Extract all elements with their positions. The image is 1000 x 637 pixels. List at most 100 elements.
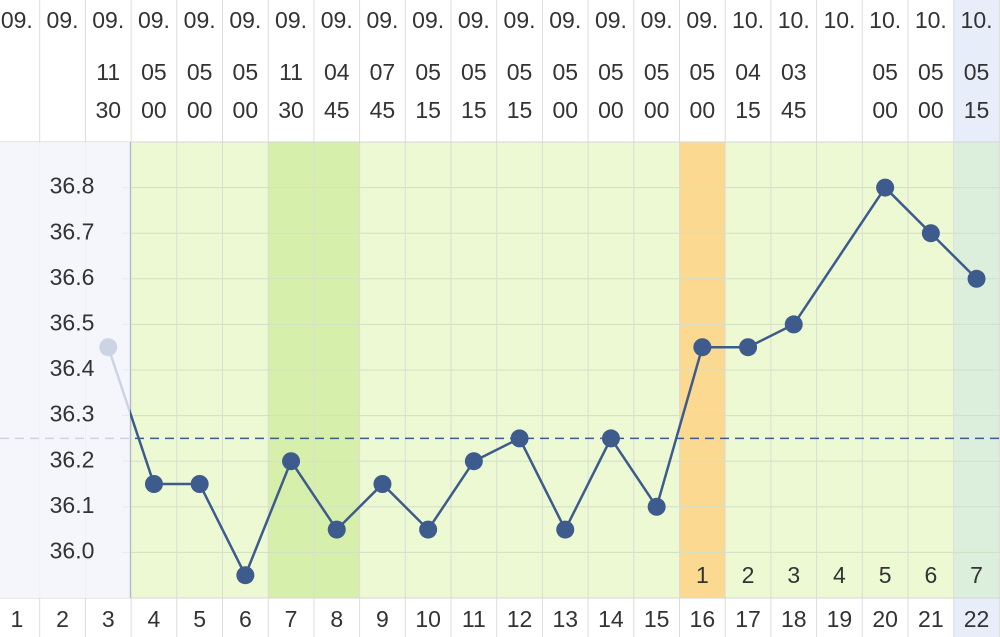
date-month: 09. (1, 7, 33, 33)
time-minute: 15 (461, 97, 487, 123)
date-month: 09. (595, 7, 627, 33)
y-tick-label: 36.1 (50, 492, 95, 518)
time-minute: 15 (735, 97, 761, 123)
cycle-day: 15 (644, 606, 670, 632)
cycle-day: 1 (10, 606, 23, 632)
time-minute: 00 (598, 97, 624, 123)
time-minute: 45 (324, 97, 350, 123)
time-hour: 05 (552, 59, 578, 85)
cycle-day: 8 (330, 606, 343, 632)
phase-day-label: 1 (696, 562, 709, 588)
time-minute: 15 (415, 97, 441, 123)
phase-day-label: 7 (970, 562, 983, 588)
temperature-point (190, 475, 209, 493)
phase-day-label: 5 (879, 562, 892, 588)
time-minute: 00 (187, 97, 213, 123)
date-month: 09. (366, 7, 398, 33)
phase-day-label: 6 (924, 562, 937, 588)
cycle-day: 6 (239, 606, 252, 632)
date-month: 10. (823, 7, 855, 33)
date-month: 09. (458, 7, 490, 33)
temperature-point (784, 315, 803, 334)
cycle-day: 4 (148, 606, 161, 632)
inactive-overlay (0, 142, 130, 598)
date-month: 09. (641, 7, 673, 33)
temperature-point (327, 520, 346, 539)
temperature-point (373, 475, 392, 493)
time-hour: 07 (370, 59, 396, 85)
date-month: 09. (92, 7, 124, 33)
time-hour: 05 (644, 59, 670, 85)
cycle-day: 22 (964, 606, 990, 632)
time-hour: 11 (279, 59, 303, 85)
cycle-day: 19 (827, 606, 853, 632)
time-hour: 05 (872, 59, 898, 85)
time-minute: 00 (141, 97, 167, 123)
time-hour: 03 (781, 59, 807, 85)
temperature-point (144, 475, 163, 493)
time-hour: 05 (918, 59, 944, 85)
temperature-point (601, 429, 620, 448)
time-hour: 05 (690, 59, 716, 85)
time-minute: 00 (644, 97, 670, 123)
cycle-day: 2 (56, 606, 69, 632)
time-hour: 05 (187, 59, 213, 85)
time-hour: 05 (141, 59, 167, 85)
time-hour: 05 (415, 59, 441, 85)
cycle-day: 10 (415, 606, 441, 632)
time-hour: 05 (598, 59, 624, 85)
time-hour: 05 (233, 59, 259, 85)
time-minute: 45 (370, 97, 396, 123)
time-minute: 45 (781, 97, 807, 123)
phase-day-label: 2 (742, 562, 755, 588)
header-highlight (953, 0, 1000, 142)
date-month: 09. (229, 7, 261, 33)
date-month: 09. (275, 7, 307, 33)
date-month: 10. (778, 7, 810, 33)
cycle-day: 18 (781, 606, 807, 632)
cycle-day: 5 (193, 606, 206, 632)
cycle-day: 14 (598, 606, 624, 632)
time-minute: 00 (552, 97, 578, 123)
cycle-day: 13 (552, 606, 578, 632)
cycle-day: 16 (690, 606, 716, 632)
date-month: 09. (321, 7, 353, 33)
y-tick-label: 36.0 (50, 537, 95, 563)
date-month: 10. (869, 7, 901, 33)
fade (0, 142, 130, 598)
temperature-point (647, 497, 666, 516)
date-month: 09. (184, 7, 216, 33)
temperature-point (282, 452, 301, 471)
time-minute: 00 (872, 97, 898, 123)
time-hour: 11 (96, 59, 120, 85)
cycle-day: 9 (376, 606, 389, 632)
y-tick-label: 36.4 (50, 355, 95, 381)
time-hour: 05 (507, 59, 533, 85)
time-hour: 05 (964, 59, 990, 85)
cycle-day: 17 (735, 606, 761, 632)
y-tick-label: 36.5 (50, 309, 95, 335)
time-hour: 04 (324, 59, 350, 85)
temperature-point (510, 429, 529, 448)
phase-day-label: 4 (833, 562, 846, 588)
y-tick-label: 36.2 (50, 446, 95, 472)
temperature-point (876, 178, 895, 197)
y-tick-label: 36.6 (50, 264, 95, 290)
temperature-point (236, 566, 255, 585)
time-hour: 05 (461, 59, 487, 85)
phase-day-label: 3 (787, 562, 800, 588)
y-tick-label: 36.3 (50, 401, 95, 427)
cycle-day: 7 (285, 606, 298, 632)
temperature-point (556, 520, 575, 539)
date-month: 10. (915, 7, 947, 33)
time-minute: 15 (964, 97, 990, 123)
temperature-point (967, 269, 986, 288)
date-month: 10. (732, 7, 764, 33)
cycle-day: 20 (872, 606, 898, 632)
date-month: 09. (686, 7, 718, 33)
temperature-point (921, 224, 940, 243)
date-month: 09. (47, 7, 79, 33)
date-month: 09. (412, 7, 444, 33)
date-month: 09. (504, 7, 536, 33)
